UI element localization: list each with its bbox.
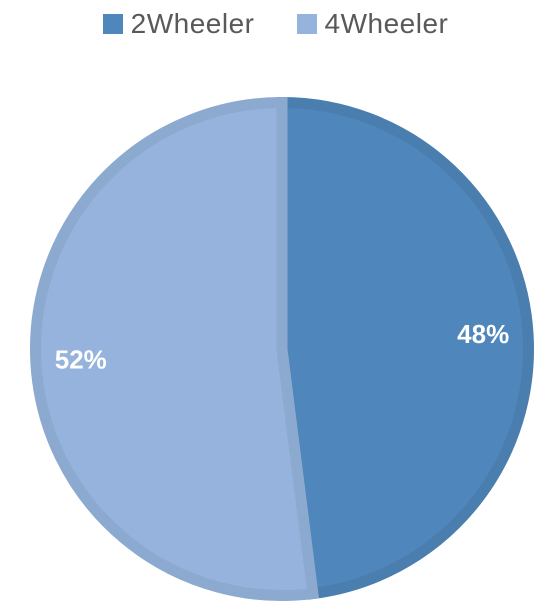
- chart-legend: 2Wheeler 4Wheeler: [0, 0, 551, 48]
- data-label-2wheeler: 48%: [457, 319, 509, 349]
- legend-item-4wheeler: 4Wheeler: [296, 8, 449, 40]
- pie-slice-2wheeler: [276, 96, 534, 600]
- pie-slice-4wheeler: [30, 96, 320, 601]
- legend-label-4wheeler: 4Wheeler: [324, 8, 449, 39]
- legend-label-2wheeler: 2Wheeler: [130, 8, 255, 39]
- data-label-4wheeler: 52%: [55, 345, 107, 375]
- pie-slices: [30, 96, 534, 601]
- legend-swatch-2wheeler: [102, 14, 123, 34]
- legend-swatch-4wheeler: [296, 14, 317, 34]
- legend-item-2wheeler: 2Wheeler: [102, 8, 255, 40]
